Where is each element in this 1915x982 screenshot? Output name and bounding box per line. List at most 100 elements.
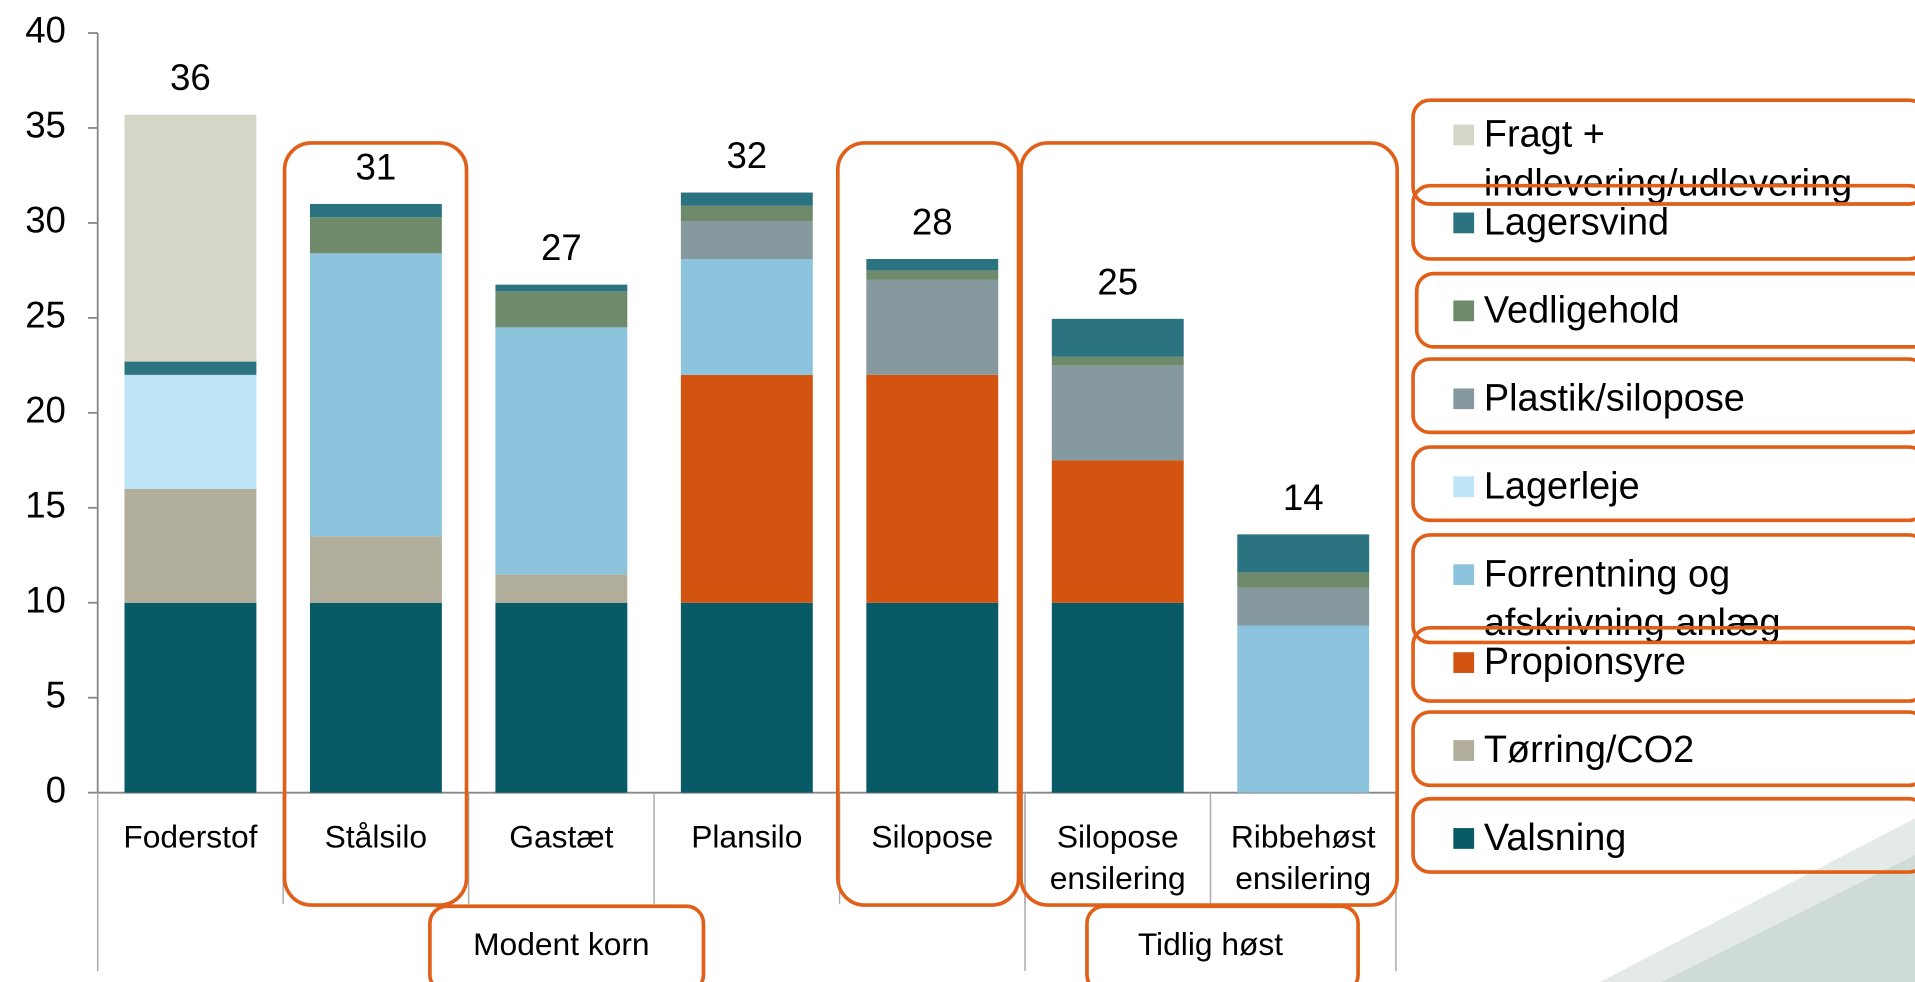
x-tick-label: Foderstof xyxy=(123,818,258,855)
x-tick-label-box: Gastæt xyxy=(509,818,614,855)
highlight-box xyxy=(1411,710,1915,788)
bar-segment xyxy=(124,374,257,489)
group-label: Modent korn xyxy=(473,926,650,962)
legend-label: Valsning xyxy=(1483,815,1627,859)
y-tick-label: 35 xyxy=(25,105,66,146)
y-tick-label: 15 xyxy=(25,484,66,525)
x-tick-label: Silopose ensilering xyxy=(1049,818,1186,897)
legend-label-box: Forrentning og afskrivning anlæg xyxy=(1483,552,1781,644)
bar-segment xyxy=(680,259,813,375)
total-label: 25 xyxy=(1097,261,1138,302)
x-tick-label: Plansilo xyxy=(691,818,803,855)
legend-label: Lagerleje xyxy=(1483,464,1640,507)
legend-label-box: Lagersvind xyxy=(1483,200,1670,244)
y-tick-label: 40 xyxy=(25,10,66,51)
legend-swatch xyxy=(1453,652,1475,673)
x-tick-label-box: Plansilo xyxy=(691,818,803,855)
bar-segment xyxy=(680,602,813,793)
legend-label-box: Propionsyre xyxy=(1484,640,1686,683)
x-tick-label-box: Silopose xyxy=(871,818,993,855)
legend-swatch xyxy=(1453,124,1475,146)
bar-segment xyxy=(866,602,999,793)
total-label: 32 xyxy=(726,135,767,176)
highlight-box xyxy=(1085,904,1360,982)
legend-label: Forrentning og afskrivning anlæg xyxy=(1483,552,1781,644)
legend-label: Fragt + indlevering/udlevering xyxy=(1483,112,1853,204)
legend-swatch xyxy=(1453,828,1475,849)
group-label: Tidlig høst xyxy=(1138,926,1283,962)
bar-segment xyxy=(1237,572,1370,588)
bar-segment xyxy=(1237,587,1370,626)
bar-segment xyxy=(124,488,257,603)
highlight-box xyxy=(282,141,469,907)
x-tick-label: Gastæt xyxy=(509,818,614,855)
legend-label-box: Lagerleje xyxy=(1483,464,1640,507)
bar-segment xyxy=(309,602,442,793)
plot-area: 0 5 10 15 20 25 30 35 40 36 31 27 32 28 25 14 Foderstof S… xyxy=(25,10,1853,971)
legend-label-box: Plastik/silopose xyxy=(1483,376,1745,419)
bar-segment xyxy=(680,192,813,206)
legend-label: Lagersvind xyxy=(1483,200,1670,244)
bar-segment xyxy=(866,374,999,603)
x-tick-label-box: Foderstof xyxy=(123,818,258,855)
bar-segment xyxy=(309,203,442,218)
bar-segment xyxy=(680,221,813,260)
bar-segment xyxy=(495,574,628,603)
legend-swatch xyxy=(1453,476,1475,498)
bar-segment xyxy=(124,602,257,793)
legend-swatch xyxy=(1453,388,1475,410)
y-tick-label: 10 xyxy=(25,579,66,620)
highlight-box xyxy=(1411,533,1915,645)
y-tick-label: 20 xyxy=(25,390,66,431)
bar-segment xyxy=(495,284,628,292)
highlight-box xyxy=(1411,445,1915,523)
bar-segment xyxy=(1051,365,1184,461)
x-tick-label-box: Silopose ensilering xyxy=(1049,818,1186,897)
total-label: 27 xyxy=(541,227,582,268)
bar-segment xyxy=(309,217,442,254)
legend-label: Vedligehold xyxy=(1483,288,1680,332)
legend-label-box: Vedligehold xyxy=(1483,288,1680,332)
legend-label-box: Valsning xyxy=(1483,815,1627,859)
bar-segment xyxy=(680,205,813,222)
legend-label: Plastik/silopose xyxy=(1483,376,1745,419)
y-tick-label: 0 xyxy=(46,769,66,810)
bar-segment xyxy=(309,536,442,603)
bar-segment xyxy=(495,327,628,575)
legend-label-box: Tørring/CO2 xyxy=(1483,727,1695,771)
highlight-box xyxy=(428,904,706,982)
bar-segment xyxy=(866,270,999,280)
bar-segment xyxy=(495,291,628,328)
legend-label: Tørring/CO2 xyxy=(1483,727,1695,771)
total-label: 14 xyxy=(1283,477,1324,518)
bar-segment xyxy=(866,279,999,375)
y-tick-label: 25 xyxy=(25,295,66,336)
legend-label-box: Fragt + indlevering/udlevering xyxy=(1483,112,1853,204)
highlight-box xyxy=(1414,271,1915,349)
highlight-box xyxy=(1411,98,1915,206)
highlights xyxy=(282,98,1915,982)
highlight-box xyxy=(1411,183,1915,261)
x-tick-label-box: Stålsilo xyxy=(325,818,427,855)
bar-segment xyxy=(1051,602,1184,793)
bar-segment xyxy=(309,253,442,537)
bar-segment xyxy=(495,602,628,793)
highlight-box xyxy=(835,141,1021,907)
y-tick-label: 30 xyxy=(25,200,66,241)
y-tick-label: 5 xyxy=(46,674,66,715)
bar-segment xyxy=(1051,318,1184,357)
total-label: 36 xyxy=(170,57,211,98)
legend-swatch xyxy=(1453,564,1475,586)
highlight-box xyxy=(1411,625,1915,703)
bar-segment xyxy=(1051,356,1184,366)
highlight-box xyxy=(1411,796,1915,874)
bar-segment xyxy=(124,114,257,362)
bar-segment xyxy=(1237,534,1370,573)
total-label: 31 xyxy=(356,146,397,187)
legend-swatch xyxy=(1453,300,1475,322)
bar-segment xyxy=(680,374,813,603)
x-tick-label: Ribbehøst ensilering xyxy=(1230,818,1376,897)
bar-segment xyxy=(866,259,999,271)
